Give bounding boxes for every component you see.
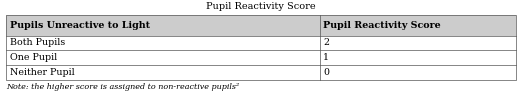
Text: Pupil Reactivity Score: Pupil Reactivity Score: [206, 2, 316, 11]
Text: Note: the higher score is assigned to non-reactive pupils²: Note: the higher score is assigned to no…: [6, 83, 240, 91]
Bar: [6, 15, 516, 36]
Text: Both Pupils: Both Pupils: [10, 38, 65, 47]
Text: Pupil Reactivity Score: Pupil Reactivity Score: [323, 21, 441, 30]
Bar: [6, 36, 516, 50]
Text: 2: 2: [323, 38, 329, 47]
Text: One Pupil: One Pupil: [10, 53, 57, 62]
Bar: [6, 50, 516, 65]
Text: Neither Pupil: Neither Pupil: [10, 68, 75, 77]
Bar: [6, 15, 516, 80]
Text: 0: 0: [323, 68, 329, 77]
Text: Pupils Unreactive to Light: Pupils Unreactive to Light: [10, 21, 150, 30]
Bar: [6, 65, 516, 80]
Text: 1: 1: [323, 53, 329, 62]
